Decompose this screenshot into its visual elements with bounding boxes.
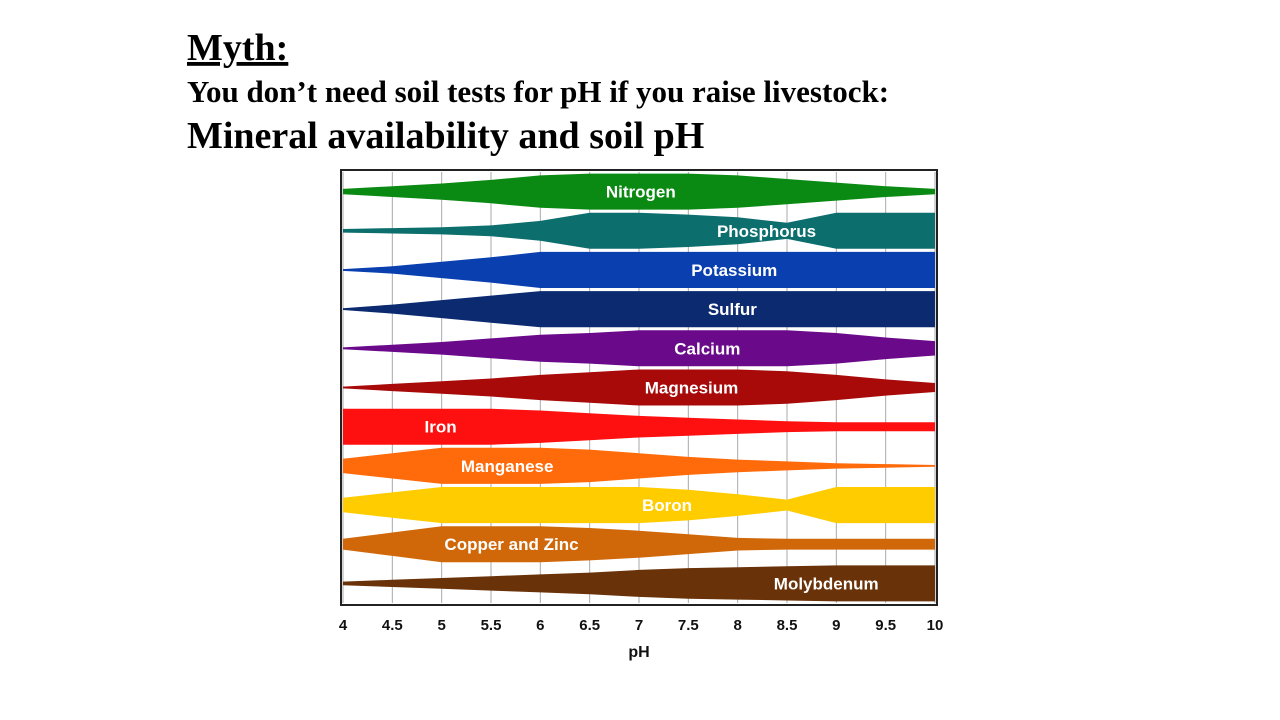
- x-tick-label: 9: [832, 617, 840, 634]
- subtitle: You don’t need soil tests for pH if you …: [187, 74, 889, 109]
- title: Mineral availability and soil pH: [187, 115, 704, 157]
- plot-frame: [340, 169, 938, 606]
- band-label: Copper and Zinc: [444, 535, 578, 554]
- band: [343, 173, 935, 210]
- band: [343, 565, 935, 602]
- x-tick-label: 9.5: [875, 617, 896, 634]
- band-label: Nitrogen: [606, 183, 676, 202]
- x-axis: 4 4.5 5 5.5 6 6.5 7 7.5 8 8.5 9 9.5 10: [339, 617, 944, 634]
- band: [343, 251, 935, 288]
- band-label: Calcium: [674, 339, 740, 358]
- band: [343, 212, 935, 249]
- band-label: Magnesium: [645, 379, 739, 398]
- x-tick-label: 4: [339, 617, 348, 634]
- band-label: Molybdenum: [774, 574, 879, 593]
- x-tick-label: 6: [536, 617, 544, 634]
- x-tick-label: 7: [635, 617, 643, 634]
- x-axis-label: pH: [628, 644, 649, 661]
- x-tick-label: 7.5: [678, 617, 699, 634]
- x-tick-label: 4.5: [382, 617, 403, 634]
- band-label: Boron: [642, 496, 692, 515]
- band: [343, 330, 935, 367]
- x-tick-label: 8.5: [777, 617, 798, 634]
- band: [343, 447, 935, 484]
- band-label: Potassium: [691, 261, 777, 280]
- band: [343, 408, 935, 445]
- x-tick-label: 8: [733, 617, 741, 634]
- x-tick-label: 10: [927, 617, 944, 634]
- band: [343, 369, 935, 406]
- band-label: Manganese: [461, 457, 554, 476]
- heading: Myth:: [187, 27, 288, 69]
- band: [343, 291, 935, 328]
- x-tick-label: 5: [437, 617, 445, 634]
- band-label: Phosphorus: [717, 222, 816, 241]
- bands: Nitrogen Phosphorus Potassium Sulfur Calcium…: [343, 173, 935, 602]
- band: [343, 487, 935, 524]
- x-tick-label: 6.5: [579, 617, 600, 634]
- band: [343, 526, 935, 563]
- band-label: Iron: [425, 418, 457, 437]
- band-label: Sulfur: [708, 300, 757, 319]
- x-tick-label: 5.5: [481, 617, 502, 634]
